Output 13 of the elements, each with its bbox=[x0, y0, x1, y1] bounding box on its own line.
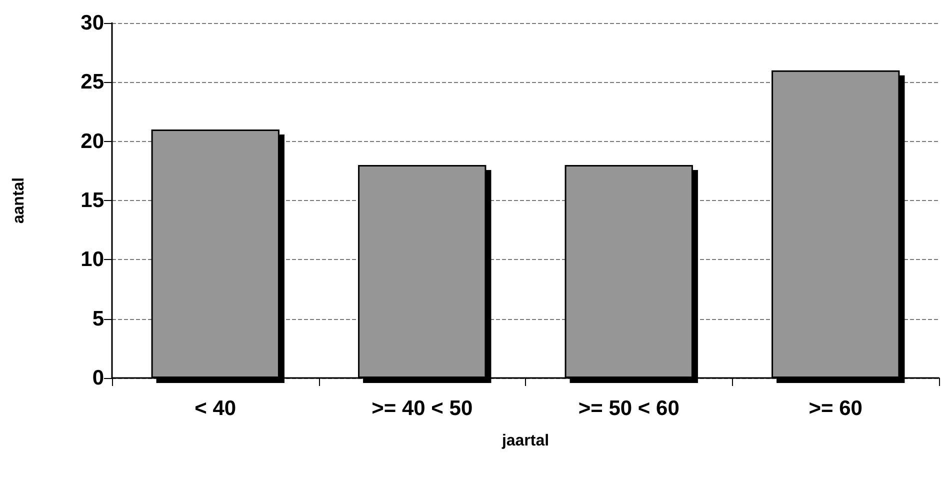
y-tick-label: 30 bbox=[80, 12, 104, 34]
y-tick-label: 25 bbox=[80, 70, 104, 94]
x-tick-label: >= 40 < 50 bbox=[372, 397, 473, 420]
y-tick-label: 5 bbox=[92, 307, 104, 330]
y-tick-label: 0 bbox=[92, 366, 104, 390]
x-tick-label: < 40 bbox=[194, 397, 236, 420]
y-tick-label: 20 bbox=[80, 130, 104, 153]
x-axis-title: jaartal bbox=[500, 432, 550, 450]
x-tick-label: >= 50 < 60 bbox=[578, 397, 680, 420]
x-tick-label: >= 60 bbox=[808, 397, 862, 420]
y-tick-label: 15 bbox=[80, 189, 104, 212]
y-axis-title: aantal bbox=[10, 177, 28, 224]
y-tick-label: 10 bbox=[80, 248, 104, 272]
